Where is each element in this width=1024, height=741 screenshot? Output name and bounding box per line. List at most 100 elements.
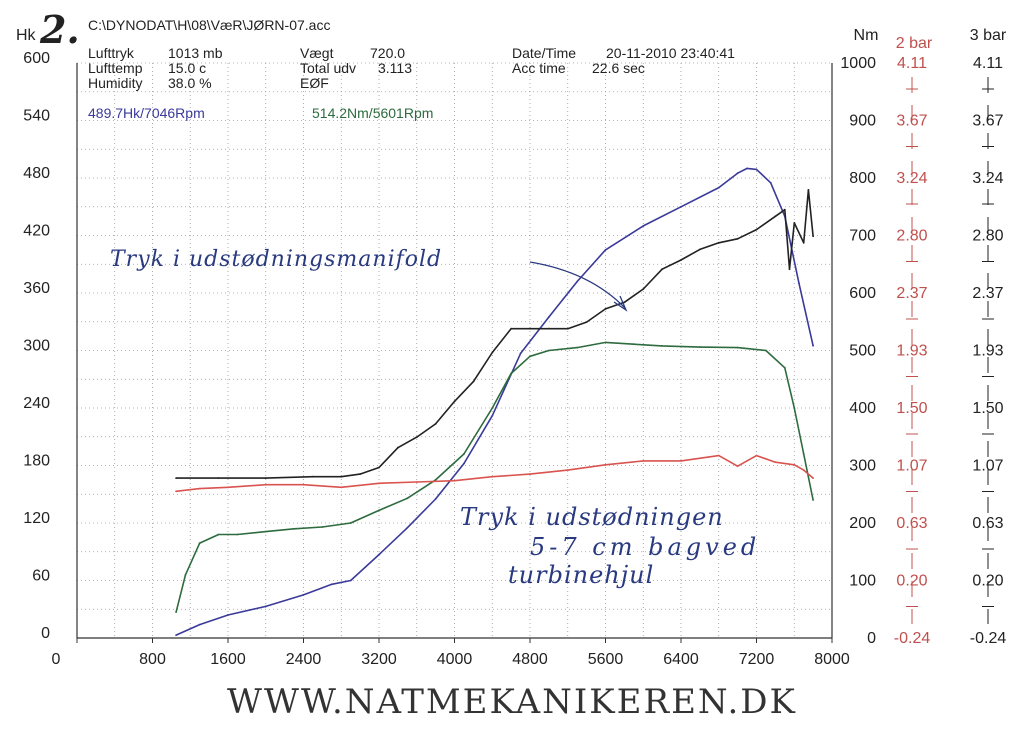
data-point-hk xyxy=(330,583,333,586)
x-tick-label: 4000 xyxy=(437,651,473,668)
data-point-hk xyxy=(198,623,201,626)
data-point-bar2 xyxy=(755,228,758,231)
data-point-nm xyxy=(236,533,239,536)
data-point-bar3 xyxy=(642,460,645,462)
acctime-value: 22.6 sec xyxy=(592,60,645,76)
y-tick-label-nm: 0 xyxy=(867,630,876,647)
data-point-hk xyxy=(302,594,305,596)
lufttemp-value: 15.0 c xyxy=(168,60,207,76)
data-point-hk xyxy=(798,282,800,285)
data-point-nm xyxy=(812,499,814,501)
x-tick-label: 7200 xyxy=(739,651,775,668)
data-point-bar2 xyxy=(566,327,569,330)
x-tick-label: 8000 xyxy=(814,651,850,668)
y-tick-label-nm: 500 xyxy=(849,343,876,360)
data-point-bar2 xyxy=(793,222,796,224)
data-point-nm xyxy=(406,497,409,500)
data-point-nm xyxy=(349,522,352,524)
y-tick-label-hk: 240 xyxy=(23,395,50,412)
series-line-nm xyxy=(175,341,814,613)
y-axis-title-hk: Hk xyxy=(16,27,37,44)
data-point-nm xyxy=(198,542,201,544)
vaegt-value: 720.0 xyxy=(370,45,406,61)
datetime-label: Date/Time xyxy=(512,45,577,61)
data-point-nm xyxy=(765,349,767,352)
data-point-bar2 xyxy=(788,268,791,271)
data-point-bar3 xyxy=(378,482,380,485)
data-point-bar3 xyxy=(717,454,720,457)
annotation-exhaust-2: 5-7 cm bagved xyxy=(530,533,761,561)
y-tick-label-hk: 600 xyxy=(23,50,50,67)
data-point-hk xyxy=(175,634,178,636)
data-point-bar3 xyxy=(453,479,456,482)
data-point-nm xyxy=(793,407,796,409)
y-tick-label-bar3: -0.24 xyxy=(970,630,1007,647)
data-point-hk xyxy=(491,414,494,417)
data-point-bar3 xyxy=(774,461,777,464)
data-point-bar2 xyxy=(312,475,314,478)
data-point-bar3 xyxy=(793,463,796,466)
y-tick-label-hk: 180 xyxy=(23,453,50,470)
data-point-bar3 xyxy=(755,454,758,457)
eof-label: EØF xyxy=(300,75,329,91)
y-tick-label-hk: 300 xyxy=(23,338,50,355)
y-tick-label-bar3: 2.37 xyxy=(972,285,1003,302)
data-point-bar2 xyxy=(642,288,645,290)
y-tick-label-bar2: 4.11 xyxy=(897,55,927,72)
data-point-bar3 xyxy=(812,477,814,479)
series-line-hk xyxy=(175,167,814,636)
y-tick-label-bar2: 3.24 xyxy=(896,170,927,187)
x-tick-label: 6400 xyxy=(663,651,699,668)
y-tick-label-bar2: 1.93 xyxy=(896,343,927,360)
data-point-nm xyxy=(217,533,220,536)
data-point-bar2 xyxy=(680,259,682,261)
data-point-bar2 xyxy=(623,301,626,304)
axis-layer: 0 800 1600 2400 3200 4000 4800 5600 6400 7200 8000… xyxy=(16,27,1007,668)
data-point-bar3 xyxy=(491,475,494,478)
y-tick-label-bar3: 1.50 xyxy=(972,400,1003,417)
x-tick-label: 2400 xyxy=(286,651,322,668)
data-point-nm xyxy=(321,526,324,528)
humidity-label: Humidity xyxy=(88,75,143,91)
data-point-bar2 xyxy=(510,327,512,330)
y-tick-label-nm: 1000 xyxy=(840,55,876,72)
y-tick-label-nm: 800 xyxy=(849,170,876,187)
data-point-bar2 xyxy=(736,237,739,240)
x-tick-label: 1600 xyxy=(210,651,246,668)
power-peak-label: 489.7Hk/7046Rpm xyxy=(88,105,205,121)
data-point-nm xyxy=(434,479,437,481)
data-point-bar2 xyxy=(802,241,805,244)
data-point-hk xyxy=(746,167,748,170)
data-point-hk xyxy=(736,172,739,175)
data-point-bar2 xyxy=(472,380,475,383)
data-point-hk xyxy=(680,205,682,208)
y-tick-label-hk: 120 xyxy=(23,510,50,527)
total-udv-value: 3.113 xyxy=(378,60,412,76)
y-tick-label-hk: 480 xyxy=(23,165,50,182)
x-tick-label: 4800 xyxy=(512,651,548,668)
data-point-bar3 xyxy=(680,460,682,462)
y-tick-label-bar3: 0.63 xyxy=(972,515,1003,532)
data-point-bar2 xyxy=(529,327,531,330)
data-point-bar3 xyxy=(198,487,201,490)
data-point-hk xyxy=(264,605,267,608)
data-point-bar3 xyxy=(529,473,531,475)
data-point-bar2 xyxy=(699,248,701,251)
series-line-bar2 xyxy=(176,189,814,479)
sheet-number: 2. xyxy=(40,7,80,52)
data-point-nm xyxy=(548,349,550,352)
data-point-bar2 xyxy=(359,473,361,475)
data-point-nm xyxy=(293,527,295,530)
humidity-value: 38.0 % xyxy=(168,75,212,91)
y-tick-label-bar2: 1.07 xyxy=(896,458,927,475)
y-tick-label-nm: 300 xyxy=(849,458,876,475)
data-point-hk xyxy=(378,553,380,556)
lufttemp-label: Lufttemp xyxy=(88,60,143,76)
data-point-bar2 xyxy=(217,477,220,479)
data-point-hk xyxy=(434,498,437,500)
data-point-hk xyxy=(548,316,550,318)
data-point-bar2 xyxy=(175,477,178,479)
data-point-hk xyxy=(519,352,522,355)
data-point-nm xyxy=(184,573,187,576)
